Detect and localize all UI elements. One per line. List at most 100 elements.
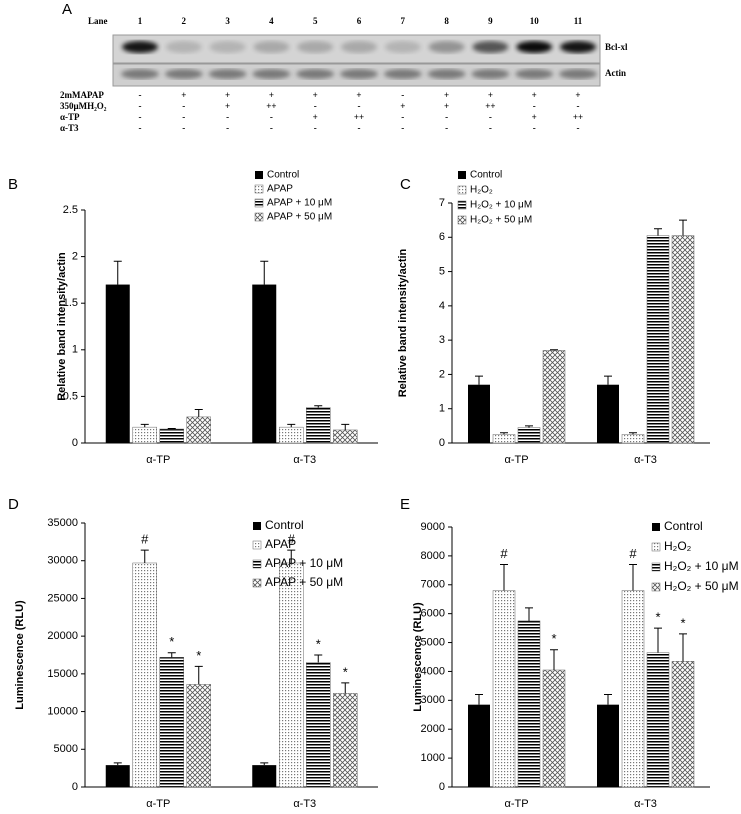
treatment-mark: - [445, 123, 448, 133]
band [472, 41, 509, 53]
x-tick-label: α-T3 [634, 798, 657, 810]
treatment-mark: ++ [485, 101, 495, 111]
annotation: * [169, 634, 174, 649]
y-tick-label: 8000 [421, 550, 445, 562]
error-bar [287, 549, 296, 563]
bar [132, 562, 157, 788]
bar [468, 384, 490, 443]
legend-label: H₂O₂ + 10 μM [470, 200, 532, 211]
y-tick-label: 2 [72, 251, 78, 263]
error-bar [113, 762, 122, 766]
treatment-mark: - [139, 90, 142, 100]
band [516, 41, 553, 53]
y-tick-label: 15000 [47, 668, 78, 680]
band [297, 41, 334, 53]
treatment-mark: + [313, 90, 318, 100]
lane-number: 9 [488, 16, 493, 26]
panel-label: C [400, 176, 411, 193]
y-tick-label: 6000 [421, 608, 445, 620]
y-tick-label: 1 [439, 403, 445, 415]
bar [542, 669, 566, 788]
error-bar [475, 694, 483, 705]
band [164, 69, 203, 79]
annotation: # [288, 532, 296, 547]
legend-label: H₂O₂ + 50 μM [470, 215, 532, 226]
error-bar [525, 607, 533, 621]
legend-label: H₂O₂ + 50 μM [664, 579, 739, 593]
error-bar [679, 633, 687, 662]
bar [492, 434, 516, 444]
y-tick-label: 4000 [421, 665, 445, 677]
annotation: * [196, 648, 201, 663]
band [383, 69, 422, 79]
error-bar [654, 228, 662, 236]
treatment-mark: - [182, 101, 185, 111]
treatment-mark: + [444, 90, 449, 100]
y-tick-label: 1.5 [63, 297, 78, 309]
y-tick-label: 7 [439, 197, 445, 209]
treatment-mark: + [181, 90, 186, 100]
band-label: Bcl-xl [605, 42, 628, 52]
error-bar [341, 682, 350, 694]
error-bar [604, 694, 612, 705]
band [209, 41, 246, 53]
x-tick-label: α-TP [504, 798, 528, 810]
error-bar [525, 425, 533, 428]
band [208, 69, 247, 79]
legend-label: APAP + 50 μM [265, 575, 343, 589]
band [296, 69, 335, 79]
bar [132, 426, 157, 444]
annotation: * [655, 610, 660, 625]
treatment-mark: - [139, 101, 142, 111]
legend-swatch [254, 198, 264, 208]
band [122, 41, 158, 53]
error-bar [287, 423, 296, 428]
error-bar [679, 219, 687, 236]
bar [597, 704, 619, 787]
error-bar [194, 665, 203, 685]
bar [468, 704, 490, 787]
band [559, 69, 597, 79]
panel-label: A [62, 1, 72, 18]
bar [105, 765, 130, 787]
y-tick-label: 2000 [421, 723, 445, 735]
x-tick-label: α-T3 [293, 798, 316, 810]
lane-number: 11 [574, 16, 583, 26]
treatment-mark: ++ [573, 112, 583, 122]
lane-number: 5 [313, 16, 318, 26]
treatment-mark: ++ [354, 112, 364, 122]
treatment-mark: + [400, 101, 405, 111]
y-tick-label: 5000 [421, 636, 445, 648]
annotation: * [343, 664, 348, 679]
treatment-mark: - [139, 112, 142, 122]
legend-label: APAP + 50 μM [267, 212, 332, 223]
y-tick-label: 0 [72, 437, 78, 449]
bar [306, 407, 331, 444]
legend-label: Control [470, 170, 502, 181]
error-bar [167, 652, 176, 658]
y-axis-label: Relative band intensity/actin [56, 252, 68, 401]
treatment-mark: + [444, 101, 449, 111]
treatment-label: α-TP [60, 112, 80, 122]
legend-swatch [458, 171, 466, 179]
band [121, 69, 159, 79]
bar [542, 350, 566, 444]
y-axis-label: Luminescence (RLU) [412, 602, 424, 712]
band [428, 41, 465, 53]
legend-swatch [457, 215, 467, 225]
annotation: * [316, 636, 321, 651]
legend-swatch [254, 212, 264, 222]
y-tick-label: 0 [72, 781, 78, 793]
y-tick-label: 5 [439, 265, 445, 277]
y-tick-label: 5000 [54, 743, 78, 755]
treatment-mark: - [401, 112, 404, 122]
legend-swatch [651, 582, 661, 592]
bar [621, 590, 645, 788]
treatment-label: 350μMH₂O₂ [60, 101, 107, 111]
lane-number: 4 [269, 16, 274, 26]
band [515, 69, 554, 79]
legend-swatch [252, 578, 262, 588]
y-tick-label: 30000 [47, 555, 78, 567]
y-tick-label: 7000 [421, 579, 445, 591]
treatment-mark: - [358, 123, 361, 133]
